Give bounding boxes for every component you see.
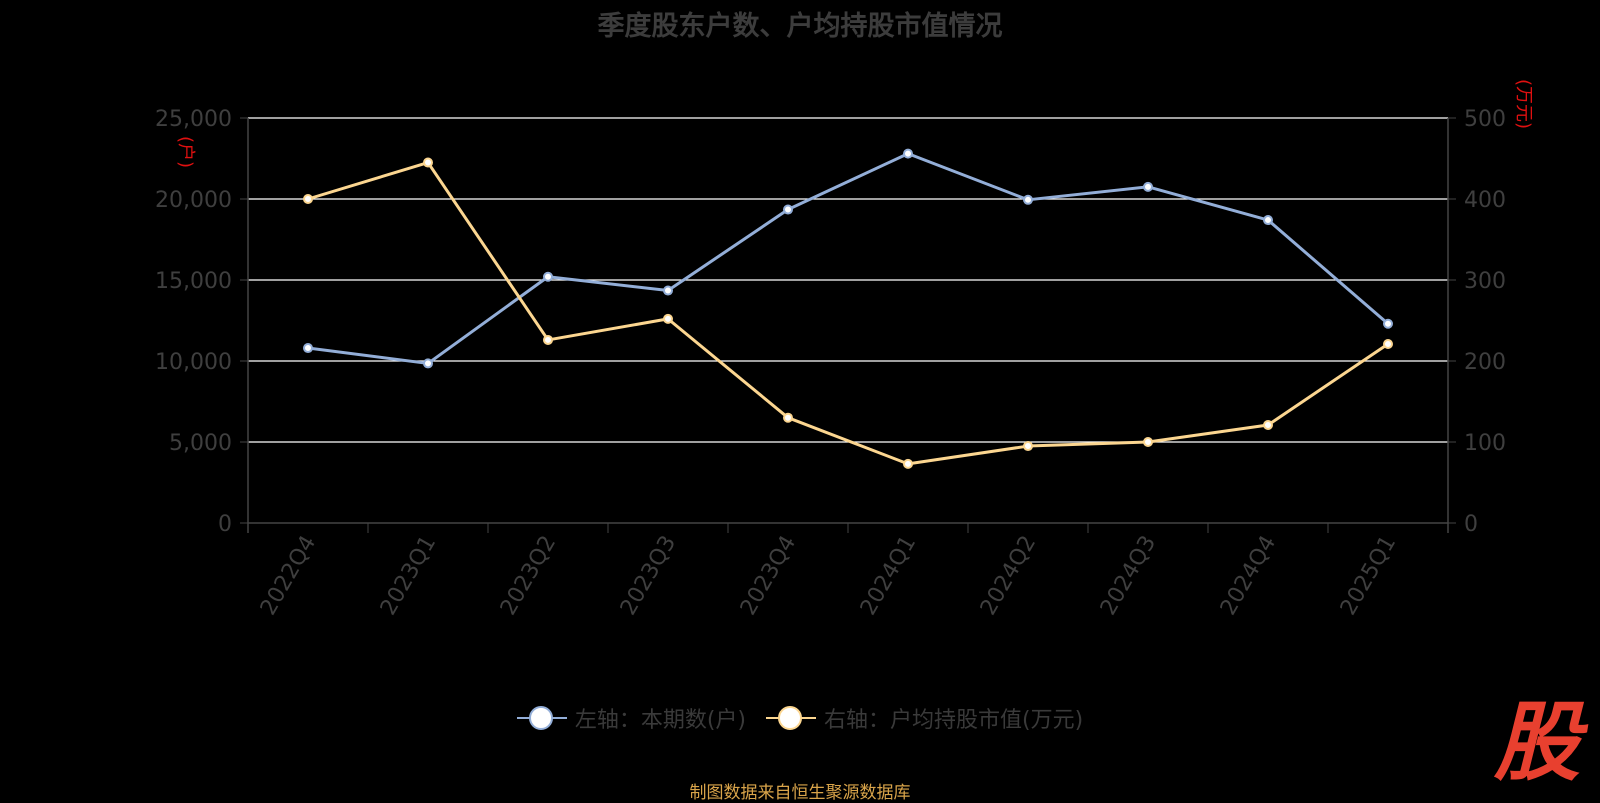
y-left-tick-label: 20,000 bbox=[155, 188, 232, 213]
series-line-left bbox=[307, 152, 1389, 365]
data-point-left bbox=[423, 358, 433, 369]
data-point-left bbox=[783, 204, 793, 215]
brand-logo: 股 bbox=[1494, 692, 1580, 793]
chart-title: 季度股东户数、户均持股市值情况 bbox=[597, 11, 1003, 42]
legend-label-left: 左轴：本期数(户) bbox=[574, 708, 746, 733]
data-point-right bbox=[1143, 437, 1153, 447]
data-point-right bbox=[663, 313, 673, 324]
y-left-tick-label: 10,000 bbox=[155, 350, 232, 375]
data-point-right bbox=[303, 194, 313, 204]
legend-item-right[interactable]: 右轴：户均持股市值(万元) bbox=[766, 702, 1083, 734]
y-left-tick-label: 5,000 bbox=[169, 431, 232, 456]
legend-label-right: 右轴：户均持股市值(万元) bbox=[824, 708, 1084, 733]
y-right-tick-label: 0 bbox=[1464, 512, 1478, 537]
data-point-right bbox=[903, 458, 913, 469]
data-point-right bbox=[1263, 419, 1273, 430]
y-left-tick-label: 15,000 bbox=[155, 269, 232, 294]
data-point-right bbox=[1383, 338, 1393, 349]
legend: 左轴：本期数(户) 右轴：户均持股市值(万元) bbox=[0, 702, 1600, 734]
x-tick-label: 2024Q4 bbox=[1216, 532, 1281, 620]
legend-swatch-right bbox=[766, 705, 816, 731]
x-tick-label: 2023Q3 bbox=[616, 532, 681, 620]
y-right-tick-label: 300 bbox=[1464, 269, 1506, 294]
y-right-tick-label: 400 bbox=[1464, 188, 1506, 213]
y-right-tick-label: 100 bbox=[1464, 431, 1506, 456]
legend-swatch-left bbox=[516, 705, 567, 731]
data-point-left bbox=[663, 285, 673, 296]
x-tick-label: 2022Q4 bbox=[256, 532, 321, 620]
y-left-tick-label: 25,000 bbox=[155, 107, 232, 132]
data-point-right bbox=[1023, 441, 1033, 452]
data-point-left bbox=[543, 271, 553, 282]
y-right-tick-label: 500 bbox=[1464, 107, 1506, 132]
data-point-left bbox=[1143, 181, 1153, 192]
data-point-left bbox=[303, 343, 313, 354]
x-tick-label: 2025Q1 bbox=[1336, 532, 1401, 620]
data-point-left bbox=[1263, 215, 1273, 226]
x-tick-label: 2023Q1 bbox=[376, 532, 441, 620]
data-point-right bbox=[543, 334, 553, 345]
y-right-unit-label: (万元) bbox=[1513, 79, 1534, 129]
data-point-right bbox=[783, 412, 793, 423]
data-point-left bbox=[1383, 318, 1393, 329]
y-left-tick-label: 0 bbox=[218, 512, 232, 537]
x-tick-label: 2024Q3 bbox=[1096, 532, 1161, 620]
y-left-unit-label: (户) bbox=[175, 136, 196, 168]
data-point-left bbox=[903, 148, 913, 159]
data-point-left bbox=[1023, 194, 1033, 205]
x-tick-label: 2023Q4 bbox=[736, 532, 801, 620]
x-tick-label: 2024Q2 bbox=[976, 532, 1041, 620]
series-line-right bbox=[307, 161, 1389, 466]
data-source-note: 制图数据来自恒生聚源数据库 bbox=[689, 783, 911, 803]
x-tick-label: 2023Q2 bbox=[496, 532, 561, 620]
y-right-tick-label: 200 bbox=[1464, 350, 1506, 375]
x-tick-label: 2024Q1 bbox=[856, 532, 921, 620]
data-point-right bbox=[423, 157, 433, 168]
legend-item-left[interactable]: 左轴：本期数(户) bbox=[516, 702, 746, 734]
